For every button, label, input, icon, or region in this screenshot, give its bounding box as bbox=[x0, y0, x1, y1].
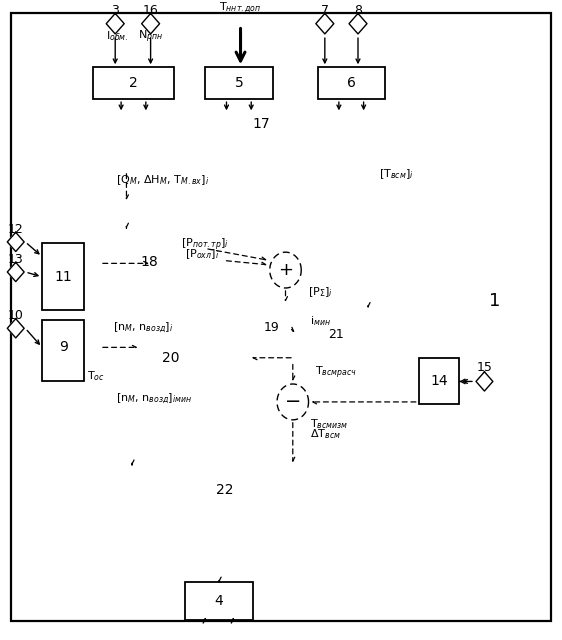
Text: [T$_{всм}$]$_i$: [T$_{всм}$]$_i$ bbox=[379, 167, 414, 181]
Text: T$_{всм изм}$: T$_{всм изм}$ bbox=[310, 417, 348, 431]
Text: 10: 10 bbox=[8, 309, 24, 322]
Text: 8: 8 bbox=[354, 4, 362, 17]
Text: 14: 14 bbox=[430, 374, 448, 388]
Text: [Q$_М$, ΔH$_М$, T$_{М.вх}$]$_i$: [Q$_М$, ΔH$_М$, T$_{М.вх}$]$_i$ bbox=[116, 173, 210, 188]
Text: 21: 21 bbox=[328, 328, 343, 340]
Text: [P$_{охл}$]$_i$: [P$_{охл}$]$_i$ bbox=[185, 247, 220, 261]
Bar bbox=[419, 358, 459, 404]
Text: I$_{обм.}$: I$_{обм.}$ bbox=[106, 29, 128, 44]
Bar bbox=[93, 67, 174, 99]
Text: 16: 16 bbox=[143, 4, 158, 17]
Text: +: + bbox=[278, 261, 293, 279]
Text: [P$_Σ$]$_i$: [P$_Σ$]$_i$ bbox=[308, 285, 333, 300]
Text: 22: 22 bbox=[216, 483, 234, 497]
Text: 9: 9 bbox=[59, 340, 67, 354]
Text: 17: 17 bbox=[252, 118, 270, 131]
Text: i$_{мин}$: i$_{мин}$ bbox=[310, 314, 331, 328]
Text: 6: 6 bbox=[347, 76, 356, 90]
Text: [P$_{пот.тр}$]$_i$: [P$_{пот.тр}$]$_i$ bbox=[181, 237, 229, 253]
Polygon shape bbox=[349, 13, 367, 34]
Polygon shape bbox=[7, 262, 24, 282]
Text: 4: 4 bbox=[215, 594, 224, 608]
Text: −: − bbox=[284, 392, 301, 412]
Bar bbox=[42, 243, 84, 310]
Text: [n$_М$, n$_{возд}$]$_{iмин}$: [n$_М$, n$_{возд}$]$_{iмин}$ bbox=[116, 392, 193, 406]
Text: [n$_М$, n$_{возд}$]$_i$: [n$_М$, n$_{возд}$]$_i$ bbox=[113, 321, 174, 335]
Text: 18: 18 bbox=[140, 255, 158, 269]
Bar bbox=[205, 67, 273, 99]
Text: 15: 15 bbox=[477, 361, 492, 374]
Text: 5: 5 bbox=[234, 76, 243, 90]
Polygon shape bbox=[476, 372, 493, 391]
Text: 2: 2 bbox=[129, 76, 138, 90]
Text: 19: 19 bbox=[263, 321, 279, 334]
Polygon shape bbox=[106, 13, 124, 34]
Bar bbox=[42, 320, 84, 381]
Text: 11: 11 bbox=[55, 270, 72, 284]
Text: 1: 1 bbox=[489, 292, 500, 310]
Bar bbox=[185, 582, 253, 620]
Polygon shape bbox=[316, 13, 334, 34]
Text: 20: 20 bbox=[161, 351, 179, 365]
Polygon shape bbox=[142, 13, 160, 34]
Text: T$_{ннт. доп}$: T$_{ннт. доп}$ bbox=[219, 1, 262, 15]
Text: T$_{всм расч}$: T$_{всм расч}$ bbox=[315, 365, 357, 381]
Bar bbox=[318, 67, 385, 99]
Polygon shape bbox=[7, 232, 24, 252]
Polygon shape bbox=[7, 319, 24, 338]
Text: 7: 7 bbox=[321, 4, 329, 17]
Text: N$_{рпн}$: N$_{рпн}$ bbox=[138, 28, 163, 45]
Text: 13: 13 bbox=[8, 253, 24, 266]
Text: ΔT$_{всм}$: ΔT$_{всм}$ bbox=[310, 427, 341, 441]
Text: 12: 12 bbox=[8, 223, 24, 236]
Text: T$_{ос}$: T$_{ос}$ bbox=[87, 369, 105, 383]
Text: 3: 3 bbox=[111, 4, 119, 17]
